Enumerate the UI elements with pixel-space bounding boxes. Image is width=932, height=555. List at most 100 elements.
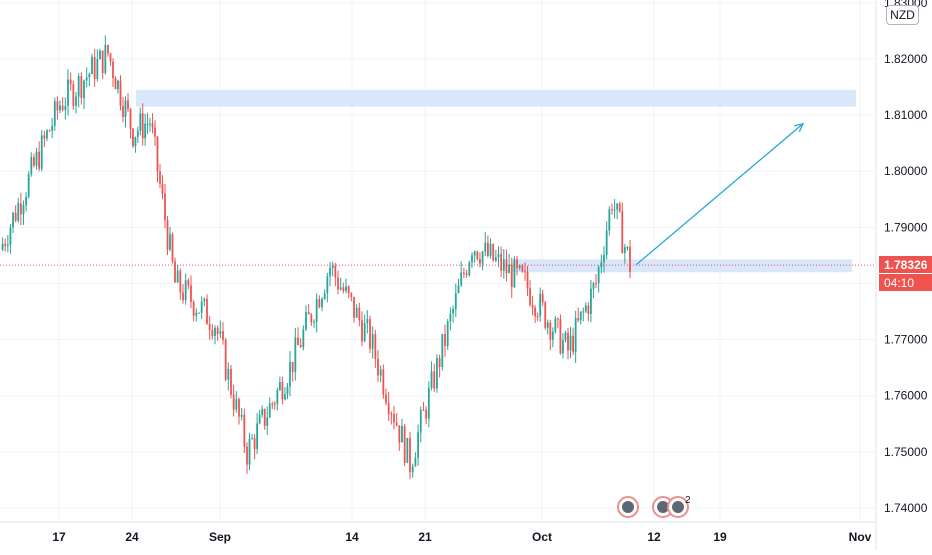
candle-body	[246, 446, 248, 465]
candle-body	[216, 327, 219, 334]
candle-body	[109, 53, 112, 62]
price-tick-label: 1.80000	[884, 164, 928, 178]
candle-body	[190, 285, 192, 302]
currency-badge[interactable]: NZD	[886, 5, 919, 25]
candle-body	[313, 321, 315, 323]
candle-body	[48, 130, 51, 132]
candle-body	[531, 305, 534, 308]
candle-body	[629, 246, 631, 273]
candle-body	[253, 438, 256, 450]
price-tick-label: 1.75000	[884, 445, 928, 459]
candle-body	[401, 425, 403, 443]
candle-body	[454, 292, 457, 309]
candle-body	[112, 61, 114, 79]
candle-body	[119, 80, 122, 106]
candle-body	[294, 337, 297, 373]
candle-body	[154, 127, 156, 137]
price-axis[interactable]: 1.830001.820001.810001.800001.790001.780…	[875, 0, 928, 550]
candle-body	[524, 271, 526, 273]
time-tick-label: 19	[713, 530, 727, 544]
candle-body	[385, 394, 387, 403]
candle-body	[551, 331, 554, 340]
candle-body	[310, 314, 313, 323]
candle-body	[22, 205, 25, 215]
candle-body	[230, 368, 232, 395]
candle-body	[342, 287, 345, 292]
candle-body	[621, 211, 624, 254]
candle-body	[75, 96, 77, 106]
candle-body	[487, 242, 489, 256]
candle-body	[605, 230, 608, 255]
candle-body	[161, 183, 164, 194]
candle-body	[174, 261, 176, 283]
candle-body	[446, 321, 449, 346]
candle-body	[476, 251, 479, 259]
candle-body	[613, 209, 616, 211]
candle-body	[159, 171, 161, 184]
event-icons[interactable]: 2	[617, 495, 691, 518]
candle-body	[569, 335, 572, 351]
price-tick-label: 1.83000	[884, 0, 928, 10]
candle-body	[584, 305, 587, 312]
candle-body	[129, 108, 132, 129]
candle-body	[564, 332, 567, 341]
candle-body	[227, 368, 230, 380]
candle-body	[99, 50, 101, 60]
candle-body	[521, 265, 524, 272]
candle-body	[363, 323, 366, 342]
candle-body	[124, 100, 127, 118]
candle-body	[347, 286, 350, 293]
candle-body	[616, 203, 619, 210]
candle-body	[358, 307, 361, 321]
time-axis[interactable]: 17 24 Sep 14 21 Oct 12 19 Nov	[0, 521, 876, 544]
candle-body	[374, 334, 377, 359]
candle-body	[46, 130, 48, 139]
candle-body	[114, 78, 117, 90]
candle-body	[184, 280, 187, 301]
candle-body	[203, 298, 206, 302]
candle-body	[554, 318, 557, 332]
candle-body	[387, 402, 390, 414]
candle-body	[195, 312, 198, 316]
candle-body	[623, 247, 626, 254]
candle-body	[406, 438, 409, 463]
candle-body	[198, 312, 200, 314]
price-tick-label: 1.81000	[884, 108, 928, 122]
candle-body	[134, 136, 137, 146]
event-icon-1[interactable]	[617, 496, 639, 518]
candle-body	[403, 425, 406, 463]
candle-body	[211, 330, 214, 336]
candle-body	[144, 123, 147, 139]
candle-body	[608, 209, 611, 231]
candle-body	[419, 409, 422, 433]
candle-body	[444, 333, 446, 346]
candle-body	[436, 358, 438, 389]
candle-body	[473, 251, 476, 256]
candle-body	[40, 135, 43, 169]
candle-body	[539, 293, 542, 317]
candle-body	[438, 358, 441, 368]
candle-body	[315, 299, 318, 322]
candles-layer	[1, 35, 631, 480]
event-icon-3[interactable]: 2	[667, 495, 691, 518]
candle-body	[164, 193, 166, 221]
candle-body	[278, 382, 281, 391]
candle-body	[214, 327, 216, 336]
candle-body	[457, 285, 460, 293]
candle-body	[549, 322, 552, 340]
candle-body	[27, 174, 30, 197]
candle-body	[516, 259, 518, 268]
candle-body	[430, 371, 433, 388]
price-tick-label: 1.79000	[884, 220, 928, 234]
event-icon-core	[672, 501, 684, 513]
candle-body	[206, 298, 208, 325]
candle-body	[559, 319, 562, 354]
candle-body	[544, 302, 547, 328]
candle-body	[510, 264, 513, 288]
time-tick-label: 17	[52, 530, 66, 544]
candle-body	[91, 56, 93, 75]
candle-body	[536, 316, 539, 318]
price-tick-label: 1.74000	[884, 501, 928, 515]
